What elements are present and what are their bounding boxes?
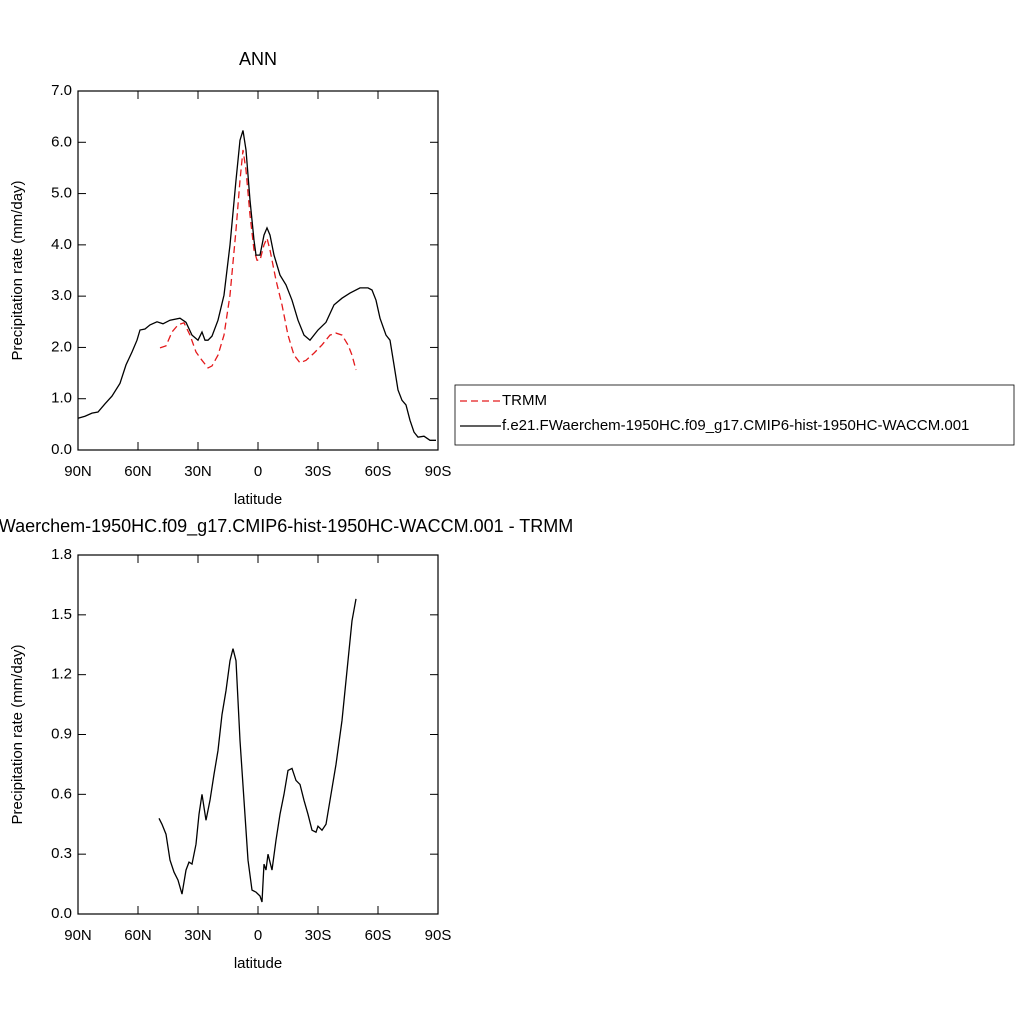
y-tick-label: 0.3 <box>51 845 72 862</box>
x-tick-label: 0 <box>254 927 262 944</box>
data-line <box>158 598 357 903</box>
y-tick-label: 3.0 <box>51 287 72 304</box>
x-axis-label: latitude <box>234 491 282 508</box>
y-tick-label: 2.0 <box>51 338 72 355</box>
y-tick-label: 6.0 <box>51 133 72 150</box>
y-tick-label: 5.0 <box>51 185 72 202</box>
legend-box <box>454 384 1015 446</box>
x-tick-label: 60N <box>124 927 152 944</box>
y-tick-label: 7.0 <box>51 82 72 99</box>
x-tick-label: 30N <box>184 927 212 944</box>
y-tick-label: 4.0 <box>51 236 72 253</box>
x-tick-label: 90N <box>64 463 92 480</box>
x-axis-label: latitude <box>234 955 282 972</box>
plot-frame <box>77 554 439 915</box>
x-tick-label: 30S <box>305 927 332 944</box>
data-line <box>77 130 436 441</box>
y-axis-label: Precipitation rate (mm/day) <box>9 180 26 360</box>
x-tick-label: 30N <box>184 463 212 480</box>
y-tick-label: 1.5 <box>51 606 72 623</box>
chart-title: ANN <box>239 49 277 69</box>
x-tick-label: 90N <box>64 927 92 944</box>
y-tick-label: 0.0 <box>51 441 72 458</box>
y-axis-label: Precipitation rate (mm/day) <box>9 644 26 824</box>
legend-label: TRMM <box>502 392 547 409</box>
y-tick-label: 1.2 <box>51 666 72 683</box>
x-tick-label: 60N <box>124 463 152 480</box>
legend-label: f.e21.FWaerchem-1950HC.f09_g17.CMIP6-his… <box>502 417 969 434</box>
y-tick-label: 1.8 <box>51 546 72 563</box>
x-tick-label: 60S <box>365 463 392 480</box>
chart-title: f.e21.FWaerchem-1950HC.f09_g17.CMIP6-his… <box>0 516 573 537</box>
y-tick-label: 1.0 <box>51 390 72 407</box>
x-tick-label: 90S <box>425 463 452 480</box>
x-tick-label: 0 <box>254 463 262 480</box>
x-tick-label: 90S <box>425 927 452 944</box>
y-tick-label: 0.6 <box>51 785 72 802</box>
y-tick-label: 0.9 <box>51 725 72 742</box>
plot-frame <box>77 90 439 451</box>
y-tick-label: 0.0 <box>51 905 72 922</box>
x-tick-label: 60S <box>365 927 392 944</box>
x-tick-label: 30S <box>305 463 332 480</box>
